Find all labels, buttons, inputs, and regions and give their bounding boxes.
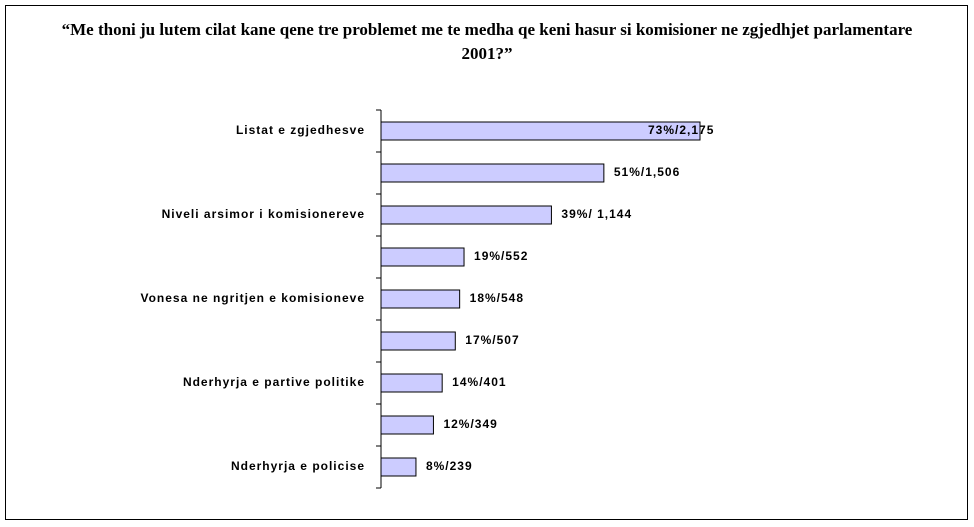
category-label: Nderhyrja e policise [231, 459, 365, 473]
value-label: 51%/1,506 [614, 165, 680, 179]
value-label: 39%/ 1,144 [561, 207, 632, 221]
value-label: 73%/2,175 [648, 123, 714, 137]
chart-title: “Me thoni ju lutem cilat kane qene tre p… [61, 20, 913, 63]
bar [380, 415, 434, 435]
bar [380, 331, 456, 351]
value-label: 17%/507 [465, 333, 519, 347]
category-label: Vonesa ne ngritjen e komisioneve [140, 291, 365, 305]
category-label: Niveli arsimor i komisionereve [162, 207, 365, 221]
frame [5, 5, 968, 520]
category-label: Listat e zgjedhesve [236, 123, 365, 137]
category-label: Nderhyrja e partive politike [183, 375, 365, 389]
bar [380, 457, 417, 477]
bar [380, 163, 605, 183]
value-label: 19%/552 [474, 249, 528, 263]
bar [380, 205, 552, 225]
bar [380, 373, 443, 393]
bar [380, 289, 461, 309]
bar [380, 247, 465, 267]
value-label: 8%/239 [426, 459, 473, 473]
value-label: 12%/349 [443, 417, 497, 431]
value-label: 14%/401 [452, 375, 506, 389]
value-label: 18%/548 [470, 291, 524, 305]
bar [380, 121, 701, 141]
